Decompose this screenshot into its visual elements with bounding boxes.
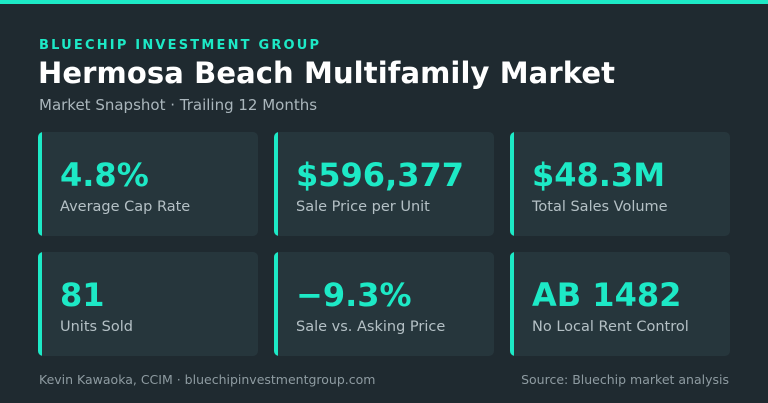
metric-value: $48.3M — [532, 156, 666, 194]
metric-value: 4.8% — [60, 156, 149, 194]
metric-card-cap-rate: 4.8% Average Cap Rate — [38, 132, 258, 236]
metric-value: −9.3% — [296, 276, 412, 314]
metric-value: $596,377 — [296, 156, 465, 194]
top-accent-bar — [0, 0, 768, 4]
metric-card-sales-volume: $48.3M Total Sales Volume — [510, 132, 730, 236]
card-accent-bar — [510, 132, 514, 236]
metric-label: Units Sold — [60, 319, 133, 335]
page-title: Hermosa Beach Multifamily Market — [38, 56, 616, 90]
card-accent-bar — [510, 252, 514, 356]
company-name: BLUECHIP INVESTMENT GROUP — [39, 38, 322, 53]
metric-card-sale-vs-asking: −9.3% Sale vs. Asking Price — [274, 252, 494, 356]
metric-label: Average Cap Rate — [60, 199, 191, 215]
footer-source: Source: Bluechip market analysis — [521, 372, 729, 387]
metric-label: No Local Rent Control — [532, 319, 689, 335]
page-subtitle: Market Snapshot · Trailing 12 Months — [39, 96, 318, 114]
card-accent-bar — [274, 132, 278, 236]
card-accent-bar — [38, 252, 42, 356]
metric-value: AB 1482 — [532, 276, 682, 314]
metric-value: 81 — [60, 276, 105, 314]
metric-label: Total Sales Volume — [532, 199, 668, 215]
metric-label: Sale Price per Unit — [296, 199, 430, 215]
card-accent-bar — [274, 252, 278, 356]
metric-card-rent-control: AB 1482 No Local Rent Control — [510, 252, 730, 356]
card-accent-bar — [38, 132, 42, 236]
footer-credit: Kevin Kawaoka, CCIM · bluechipinvestment… — [39, 372, 376, 387]
metric-label: Sale vs. Asking Price — [296, 319, 446, 335]
metric-card-price-per-unit: $596,377 Sale Price per Unit — [274, 132, 494, 236]
metric-card-units-sold: 81 Units Sold — [38, 252, 258, 356]
